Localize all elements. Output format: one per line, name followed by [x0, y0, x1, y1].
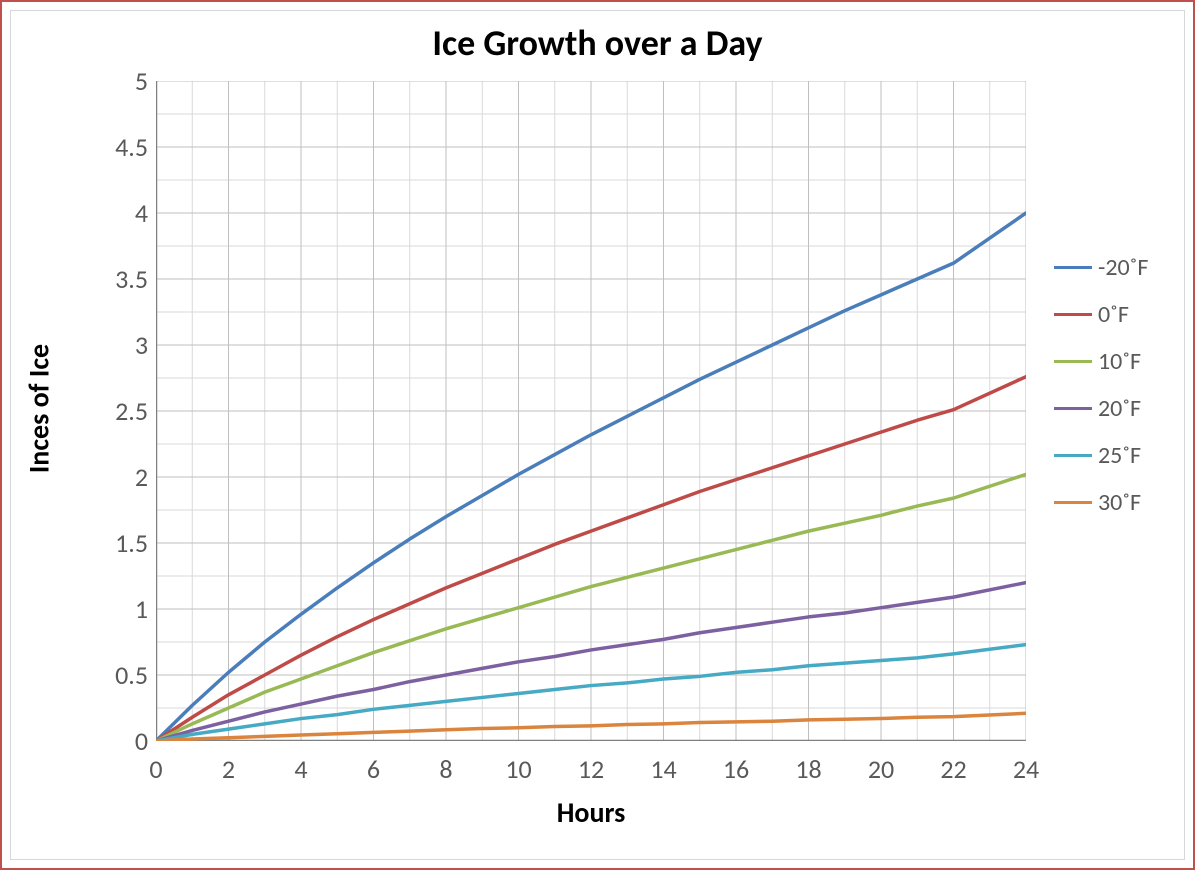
tick-label: 5 — [88, 65, 148, 97]
tick-label: 14 — [634, 753, 694, 785]
legend-label: 25˚F — [1098, 441, 1141, 470]
tick-label: 2 — [199, 753, 259, 785]
tick-label: 16 — [706, 753, 766, 785]
legend-swatch — [1054, 454, 1092, 457]
legend-label: 30˚F — [1098, 488, 1141, 517]
tick-label: 8 — [416, 753, 476, 785]
tick-label: 12 — [561, 753, 621, 785]
legend-label: 20˚F — [1098, 394, 1141, 423]
tick-label: 3.5 — [88, 263, 148, 295]
x-axis-title: Hours — [156, 795, 1026, 830]
tick-label: 4.5 — [88, 131, 148, 163]
tick-label: 4 — [271, 753, 331, 785]
legend-item: 20˚F — [1054, 394, 1148, 423]
legend-item: 30˚F — [1054, 488, 1148, 517]
legend-item: -20˚F — [1054, 253, 1148, 282]
legend: -20˚F 0˚F 10˚F 20˚F 25˚F 30˚F — [1054, 253, 1148, 517]
y-axis-title: Inces of Ice — [22, 259, 57, 559]
tick-label: 0.5 — [88, 659, 148, 691]
tick-label: 3 — [88, 329, 148, 361]
chart-outer-frame: Ice Growth over a Day Inces of Ice Hours… — [0, 0, 1195, 870]
tick-label: 20 — [851, 753, 911, 785]
legend-item: 10˚F — [1054, 347, 1148, 376]
legend-item: 0˚F — [1054, 300, 1148, 329]
tick-label: 1.5 — [88, 527, 148, 559]
tick-label: 2.5 — [88, 395, 148, 427]
legend-swatch — [1054, 313, 1092, 316]
tick-label: 22 — [924, 753, 984, 785]
tick-label: 0 — [126, 753, 186, 785]
legend-label: 0˚F — [1098, 300, 1129, 329]
tick-label: 24 — [996, 753, 1056, 785]
tick-label: 1 — [88, 593, 148, 625]
legend-swatch — [1054, 407, 1092, 410]
chart-inner-frame: Ice Growth over a Day Inces of Ice Hours… — [10, 10, 1185, 860]
legend-swatch — [1054, 360, 1092, 363]
tick-label: 2 — [88, 461, 148, 493]
tick-label: 6 — [344, 753, 404, 785]
legend-label: 10˚F — [1098, 347, 1141, 376]
chart-title: Ice Growth over a Day — [11, 21, 1184, 65]
plot-area — [156, 81, 1026, 741]
legend-item: 25˚F — [1054, 441, 1148, 470]
tick-label: 10 — [489, 753, 549, 785]
tick-label: 18 — [779, 753, 839, 785]
legend-swatch — [1054, 501, 1092, 504]
tick-label: 4 — [88, 197, 148, 229]
legend-label: -20˚F — [1098, 253, 1148, 282]
legend-swatch — [1054, 266, 1092, 269]
